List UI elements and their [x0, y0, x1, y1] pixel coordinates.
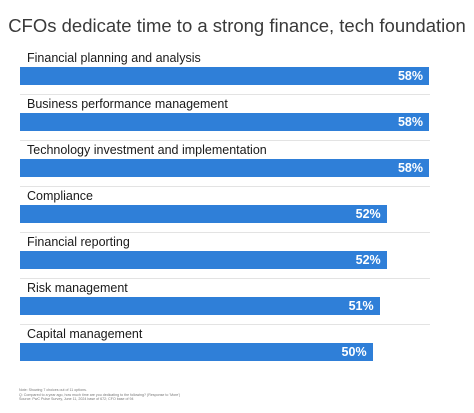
value-label: 52% — [355, 253, 381, 267]
footnote-question: Q: Compared to a year ago, how much time… — [19, 392, 181, 397]
bar — [20, 297, 380, 315]
category-label: Business performance management — [27, 97, 228, 111]
row-divider — [20, 278, 430, 279]
category-label: Financial planning and analysis — [27, 51, 201, 65]
bar-row: Financial reporting 52% — [20, 232, 450, 272]
value-label: 58% — [397, 115, 423, 129]
value-label: 50% — [341, 345, 367, 359]
row-divider — [20, 186, 430, 187]
category-label: Capital management — [27, 327, 143, 341]
bar-row: Financial planning and analysis 58% — [20, 48, 450, 88]
row-divider — [20, 94, 430, 95]
row-divider — [20, 232, 430, 233]
bar — [20, 67, 429, 85]
footnote-note: Note: Showing 7 choices out of 11 option… — [19, 388, 87, 392]
footnote-source: Source: PwC Pulse Survey, June 11, 2024 … — [19, 397, 134, 402]
bar — [20, 159, 429, 177]
bar — [20, 113, 429, 131]
category-label: Risk management — [27, 281, 128, 295]
bar-row: Compliance 52% — [20, 186, 450, 226]
footnote: Note: Showing 7 choices out of 11 option… — [19, 388, 180, 402]
bar-row: Capital management 50% — [20, 324, 450, 364]
row-divider — [20, 324, 430, 325]
value-label: 52% — [355, 207, 381, 221]
bar-row: Technology investment and implementation… — [20, 140, 450, 180]
bar — [20, 205, 387, 223]
row-divider — [20, 140, 430, 141]
category-label: Technology investment and implementation — [27, 143, 267, 157]
category-label: Financial reporting — [27, 235, 130, 249]
value-label: 58% — [397, 161, 423, 175]
bar-row: Business performance management 58% — [20, 94, 450, 134]
chart-title: CFOs dedicate time to a strong finance, … — [8, 15, 466, 36]
plot-area: Financial planning and analysis 58% Busine… — [20, 48, 450, 368]
category-label: Compliance — [27, 189, 94, 203]
value-label: 51% — [348, 299, 374, 313]
bar-row: Risk management 51% — [20, 278, 450, 318]
value-label: 58% — [397, 69, 423, 83]
bar — [20, 343, 373, 361]
bar — [20, 251, 387, 269]
